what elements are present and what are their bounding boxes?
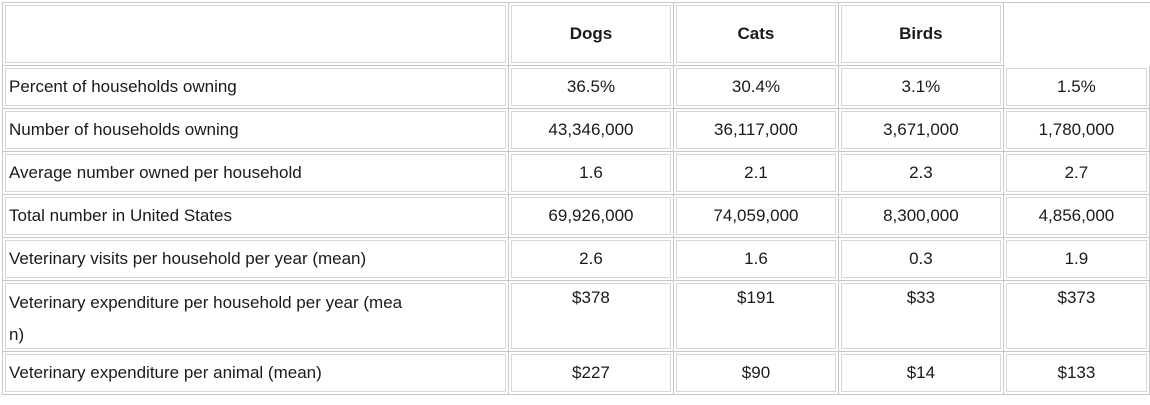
table-row: Average number owned per household 1.6 2… [3,152,1150,195]
column-header-empty [1004,3,1150,66]
column-header-birds: Birds [838,3,1004,66]
table-cell: $373 [1003,281,1150,352]
table-cell: $227 [508,352,674,395]
table-cell: 1.6 [508,152,674,195]
header-label-cell [3,3,509,66]
table-cell: 30.4% [673,66,839,109]
table-cell: 2.6 [508,238,674,281]
pet-ownership-table: Dogs Cats Birds Percent of households ow… [2,2,1150,395]
table-row: Veterinary expenditure per animal (mean)… [3,352,1150,395]
table-cell: 36.5% [508,66,674,109]
table-row: Number of households owning 43,346,000 3… [3,109,1150,152]
column-header-dogs: Dogs [508,3,674,66]
table-cell: 2.7 [1003,152,1150,195]
table-cell: 2.3 [838,152,1004,195]
row-label: Veterinary visits per household per year… [3,238,509,281]
row-label: Total number in United States [3,195,509,238]
table-cell: $191 [673,281,839,352]
table-cell: 3.1% [838,66,1004,109]
table-cell: $33 [838,281,1004,352]
table-header-row: Dogs Cats Birds [3,3,1150,66]
table-cell: 8,300,000 [838,195,1004,238]
table-cell: 1.5% [1003,66,1150,109]
table-cell: 0.3 [838,238,1004,281]
table-cell: 43,346,000 [508,109,674,152]
table-cell: 3,671,000 [838,109,1004,152]
table-cell: $378 [508,281,674,352]
table-cell: 74,059,000 [673,195,839,238]
table-row: Total number in United States 69,926,000… [3,195,1150,238]
table-row: Percent of households owning 36.5% 30.4%… [3,66,1150,109]
table-cell: 2.1 [673,152,839,195]
table-row: Veterinary visits per household per year… [3,238,1150,281]
row-label: Veterinary expenditure per animal (mean) [3,352,509,395]
table-cell: $133 [1003,352,1150,395]
table-cell: 1,780,000 [1003,109,1150,152]
row-label: Veterinary expenditure per household per… [3,281,509,352]
column-header-cats: Cats [673,3,839,66]
table-row: Veterinary expenditure per household per… [3,281,1150,352]
row-label: Percent of households owning [3,66,509,109]
table-cell: $14 [838,352,1004,395]
table-cell: 1.6 [673,238,839,281]
row-label: Average number owned per household [3,152,509,195]
table-cell: $90 [673,352,839,395]
table-cell: 4,856,000 [1003,195,1150,238]
table-cell: 36,117,000 [673,109,839,152]
row-label: Number of households owning [3,109,509,152]
table-cell: 69,926,000 [508,195,674,238]
table-cell: 1.9 [1003,238,1150,281]
